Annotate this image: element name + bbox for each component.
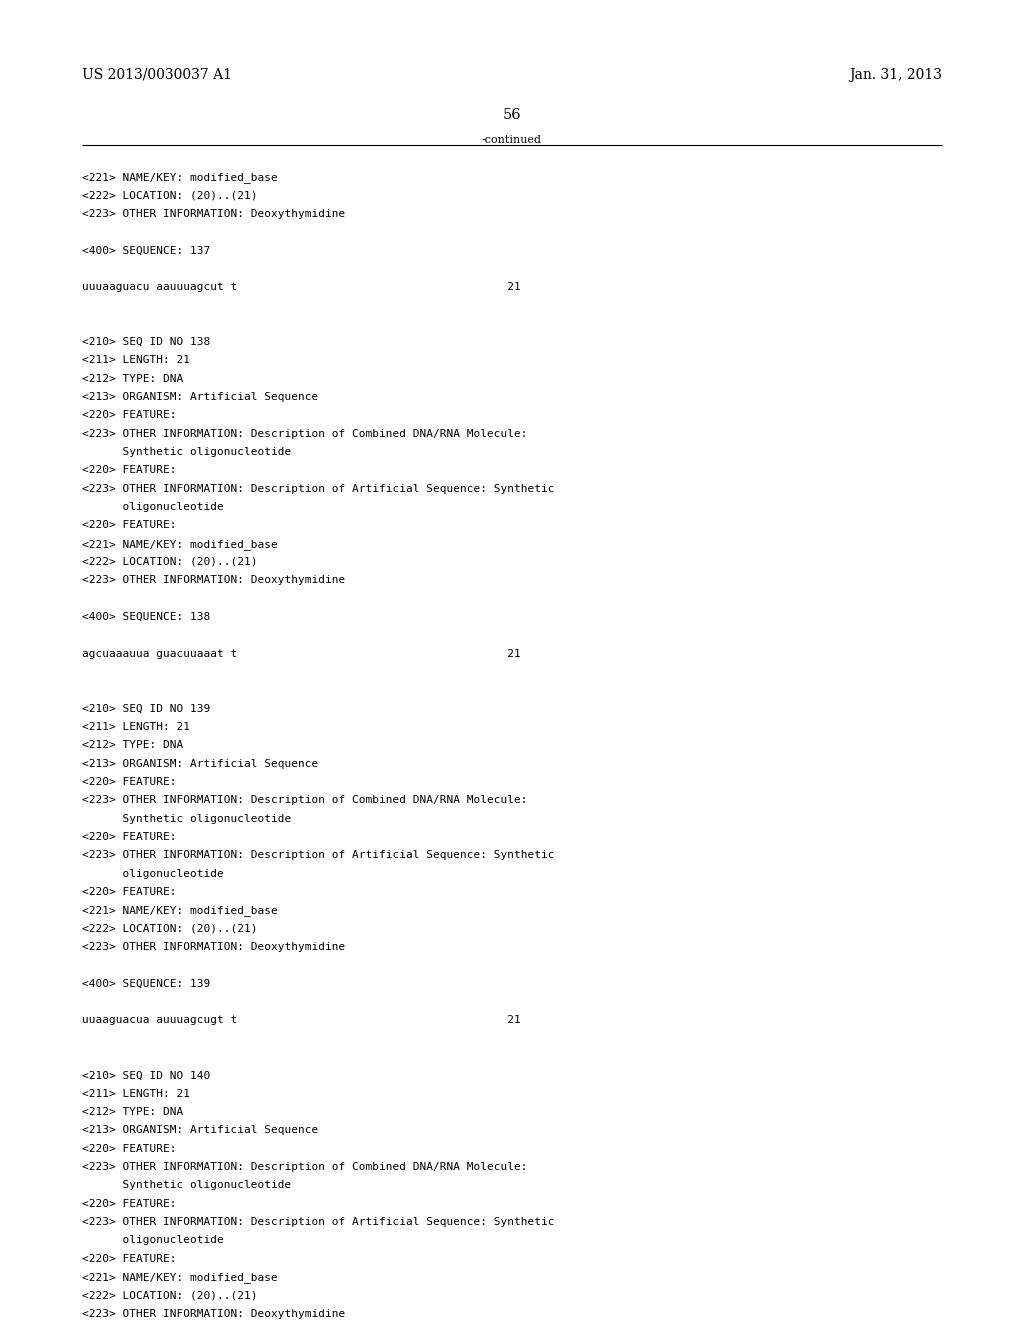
Text: <212> TYPE: DNA: <212> TYPE: DNA [82, 1107, 183, 1117]
Text: <400> SEQUENCE: 138: <400> SEQUENCE: 138 [82, 612, 210, 622]
Text: <220> FEATURE:: <220> FEATURE: [82, 1199, 176, 1209]
Text: Synthetic oligonucleotide: Synthetic oligonucleotide [82, 1180, 291, 1191]
Text: <210> SEQ ID NO 140: <210> SEQ ID NO 140 [82, 1071, 210, 1080]
Text: 56: 56 [503, 108, 521, 121]
Text: Synthetic oligonucleotide: Synthetic oligonucleotide [82, 813, 291, 824]
Text: <220> FEATURE:: <220> FEATURE: [82, 520, 176, 531]
Text: <223> OTHER INFORMATION: Description of Combined DNA/RNA Molecule:: <223> OTHER INFORMATION: Description of … [82, 429, 527, 438]
Text: <211> LENGTH: 21: <211> LENGTH: 21 [82, 355, 190, 366]
Text: <220> FEATURE:: <220> FEATURE: [82, 777, 176, 787]
Text: <222> LOCATION: (20)..(21): <222> LOCATION: (20)..(21) [82, 1291, 257, 1300]
Text: <211> LENGTH: 21: <211> LENGTH: 21 [82, 722, 190, 733]
Text: <223> OTHER INFORMATION: Deoxythymidine: <223> OTHER INFORMATION: Deoxythymidine [82, 209, 345, 219]
Text: <210> SEQ ID NO 139: <210> SEQ ID NO 139 [82, 704, 210, 714]
Text: oligonucleotide: oligonucleotide [82, 502, 224, 512]
Text: <400> SEQUENCE: 137: <400> SEQUENCE: 137 [82, 246, 210, 255]
Text: <222> LOCATION: (20)..(21): <222> LOCATION: (20)..(21) [82, 557, 257, 568]
Text: <220> FEATURE:: <220> FEATURE: [82, 1143, 176, 1154]
Text: <220> FEATURE:: <220> FEATURE: [82, 411, 176, 420]
Text: <220> FEATURE:: <220> FEATURE: [82, 887, 176, 898]
Text: <221> NAME/KEY: modified_base: <221> NAME/KEY: modified_base [82, 906, 278, 916]
Text: <212> TYPE: DNA: <212> TYPE: DNA [82, 374, 183, 384]
Text: <223> OTHER INFORMATION: Description of Artificial Sequence: Synthetic: <223> OTHER INFORMATION: Description of … [82, 1217, 555, 1228]
Text: <211> LENGTH: 21: <211> LENGTH: 21 [82, 1089, 190, 1098]
Text: <213> ORGANISM: Artificial Sequence: <213> ORGANISM: Artificial Sequence [82, 392, 318, 403]
Text: <213> ORGANISM: Artificial Sequence: <213> ORGANISM: Artificial Sequence [82, 1126, 318, 1135]
Text: <223> OTHER INFORMATION: Description of Artificial Sequence: Synthetic: <223> OTHER INFORMATION: Description of … [82, 483, 555, 494]
Text: <223> OTHER INFORMATION: Description of Combined DNA/RNA Molecule:: <223> OTHER INFORMATION: Description of … [82, 1162, 527, 1172]
Text: <223> OTHER INFORMATION: Description of Artificial Sequence: Synthetic: <223> OTHER INFORMATION: Description of … [82, 850, 555, 861]
Text: <223> OTHER INFORMATION: Deoxythymidine: <223> OTHER INFORMATION: Deoxythymidine [82, 942, 345, 952]
Text: oligonucleotide: oligonucleotide [82, 869, 224, 879]
Text: <213> ORGANISM: Artificial Sequence: <213> ORGANISM: Artificial Sequence [82, 759, 318, 768]
Text: <223> OTHER INFORMATION: Deoxythymidine: <223> OTHER INFORMATION: Deoxythymidine [82, 576, 345, 585]
Text: Jan. 31, 2013: Jan. 31, 2013 [849, 69, 942, 82]
Text: <220> FEATURE:: <220> FEATURE: [82, 1254, 176, 1263]
Text: uuaaguacua auuuagcugt t                                        21: uuaaguacua auuuagcugt t 21 [82, 1015, 521, 1026]
Text: <212> TYPE: DNA: <212> TYPE: DNA [82, 741, 183, 750]
Text: agcuaaauua guacuuaaat t                                        21: agcuaaauua guacuuaaat t 21 [82, 648, 521, 659]
Text: oligonucleotide: oligonucleotide [82, 1236, 224, 1245]
Text: <221> NAME/KEY: modified_base: <221> NAME/KEY: modified_base [82, 172, 278, 183]
Text: -continued: -continued [482, 135, 542, 145]
Text: <221> NAME/KEY: modified_base: <221> NAME/KEY: modified_base [82, 539, 278, 549]
Text: <223> OTHER INFORMATION: Description of Combined DNA/RNA Molecule:: <223> OTHER INFORMATION: Description of … [82, 796, 527, 805]
Text: US 2013/0030037 A1: US 2013/0030037 A1 [82, 69, 232, 82]
Text: <400> SEQUENCE: 139: <400> SEQUENCE: 139 [82, 978, 210, 989]
Text: <222> LOCATION: (20)..(21): <222> LOCATION: (20)..(21) [82, 190, 257, 201]
Text: <221> NAME/KEY: modified_base: <221> NAME/KEY: modified_base [82, 1272, 278, 1283]
Text: <220> FEATURE:: <220> FEATURE: [82, 832, 176, 842]
Text: <222> LOCATION: (20)..(21): <222> LOCATION: (20)..(21) [82, 924, 257, 933]
Text: Synthetic oligonucleotide: Synthetic oligonucleotide [82, 447, 291, 457]
Text: <223> OTHER INFORMATION: Deoxythymidine: <223> OTHER INFORMATION: Deoxythymidine [82, 1308, 345, 1319]
Text: <210> SEQ ID NO 138: <210> SEQ ID NO 138 [82, 337, 210, 347]
Text: <220> FEATURE:: <220> FEATURE: [82, 466, 176, 475]
Text: uuuaaguacu aauuuagcut t                                        21: uuuaaguacu aauuuagcut t 21 [82, 282, 521, 292]
